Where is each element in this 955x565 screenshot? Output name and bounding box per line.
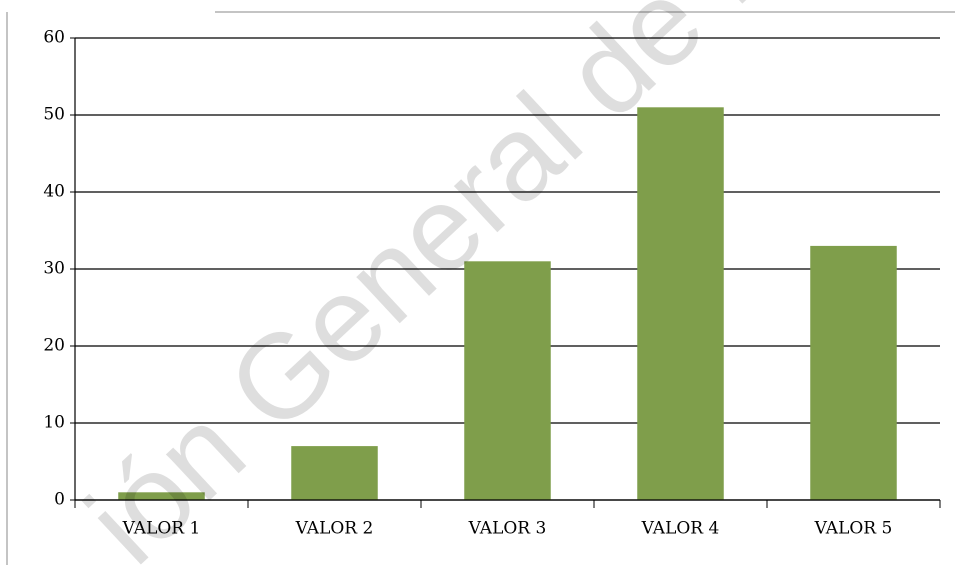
bar: [118, 492, 205, 500]
x-tick-label: VALOR 1: [122, 519, 201, 539]
x-tick-label: VALOR 3: [468, 519, 547, 539]
y-tick-label: 10: [43, 413, 65, 433]
bar: [291, 446, 378, 500]
y-tick-label: 50: [43, 105, 65, 125]
bar: [810, 245, 897, 500]
y-tick-label: 40: [43, 182, 65, 202]
y-tick-label: 20: [43, 336, 65, 356]
x-tick-label: VALOR 2: [295, 519, 374, 539]
x-tick-label: VALOR 5: [814, 519, 893, 539]
bar: [637, 107, 724, 501]
y-tick-label: 60: [43, 28, 65, 48]
y-tick-label: 0: [54, 490, 65, 510]
x-tick-label: VALOR 4: [641, 519, 720, 539]
y-tick-label: 30: [43, 259, 65, 279]
bar: [464, 261, 551, 500]
